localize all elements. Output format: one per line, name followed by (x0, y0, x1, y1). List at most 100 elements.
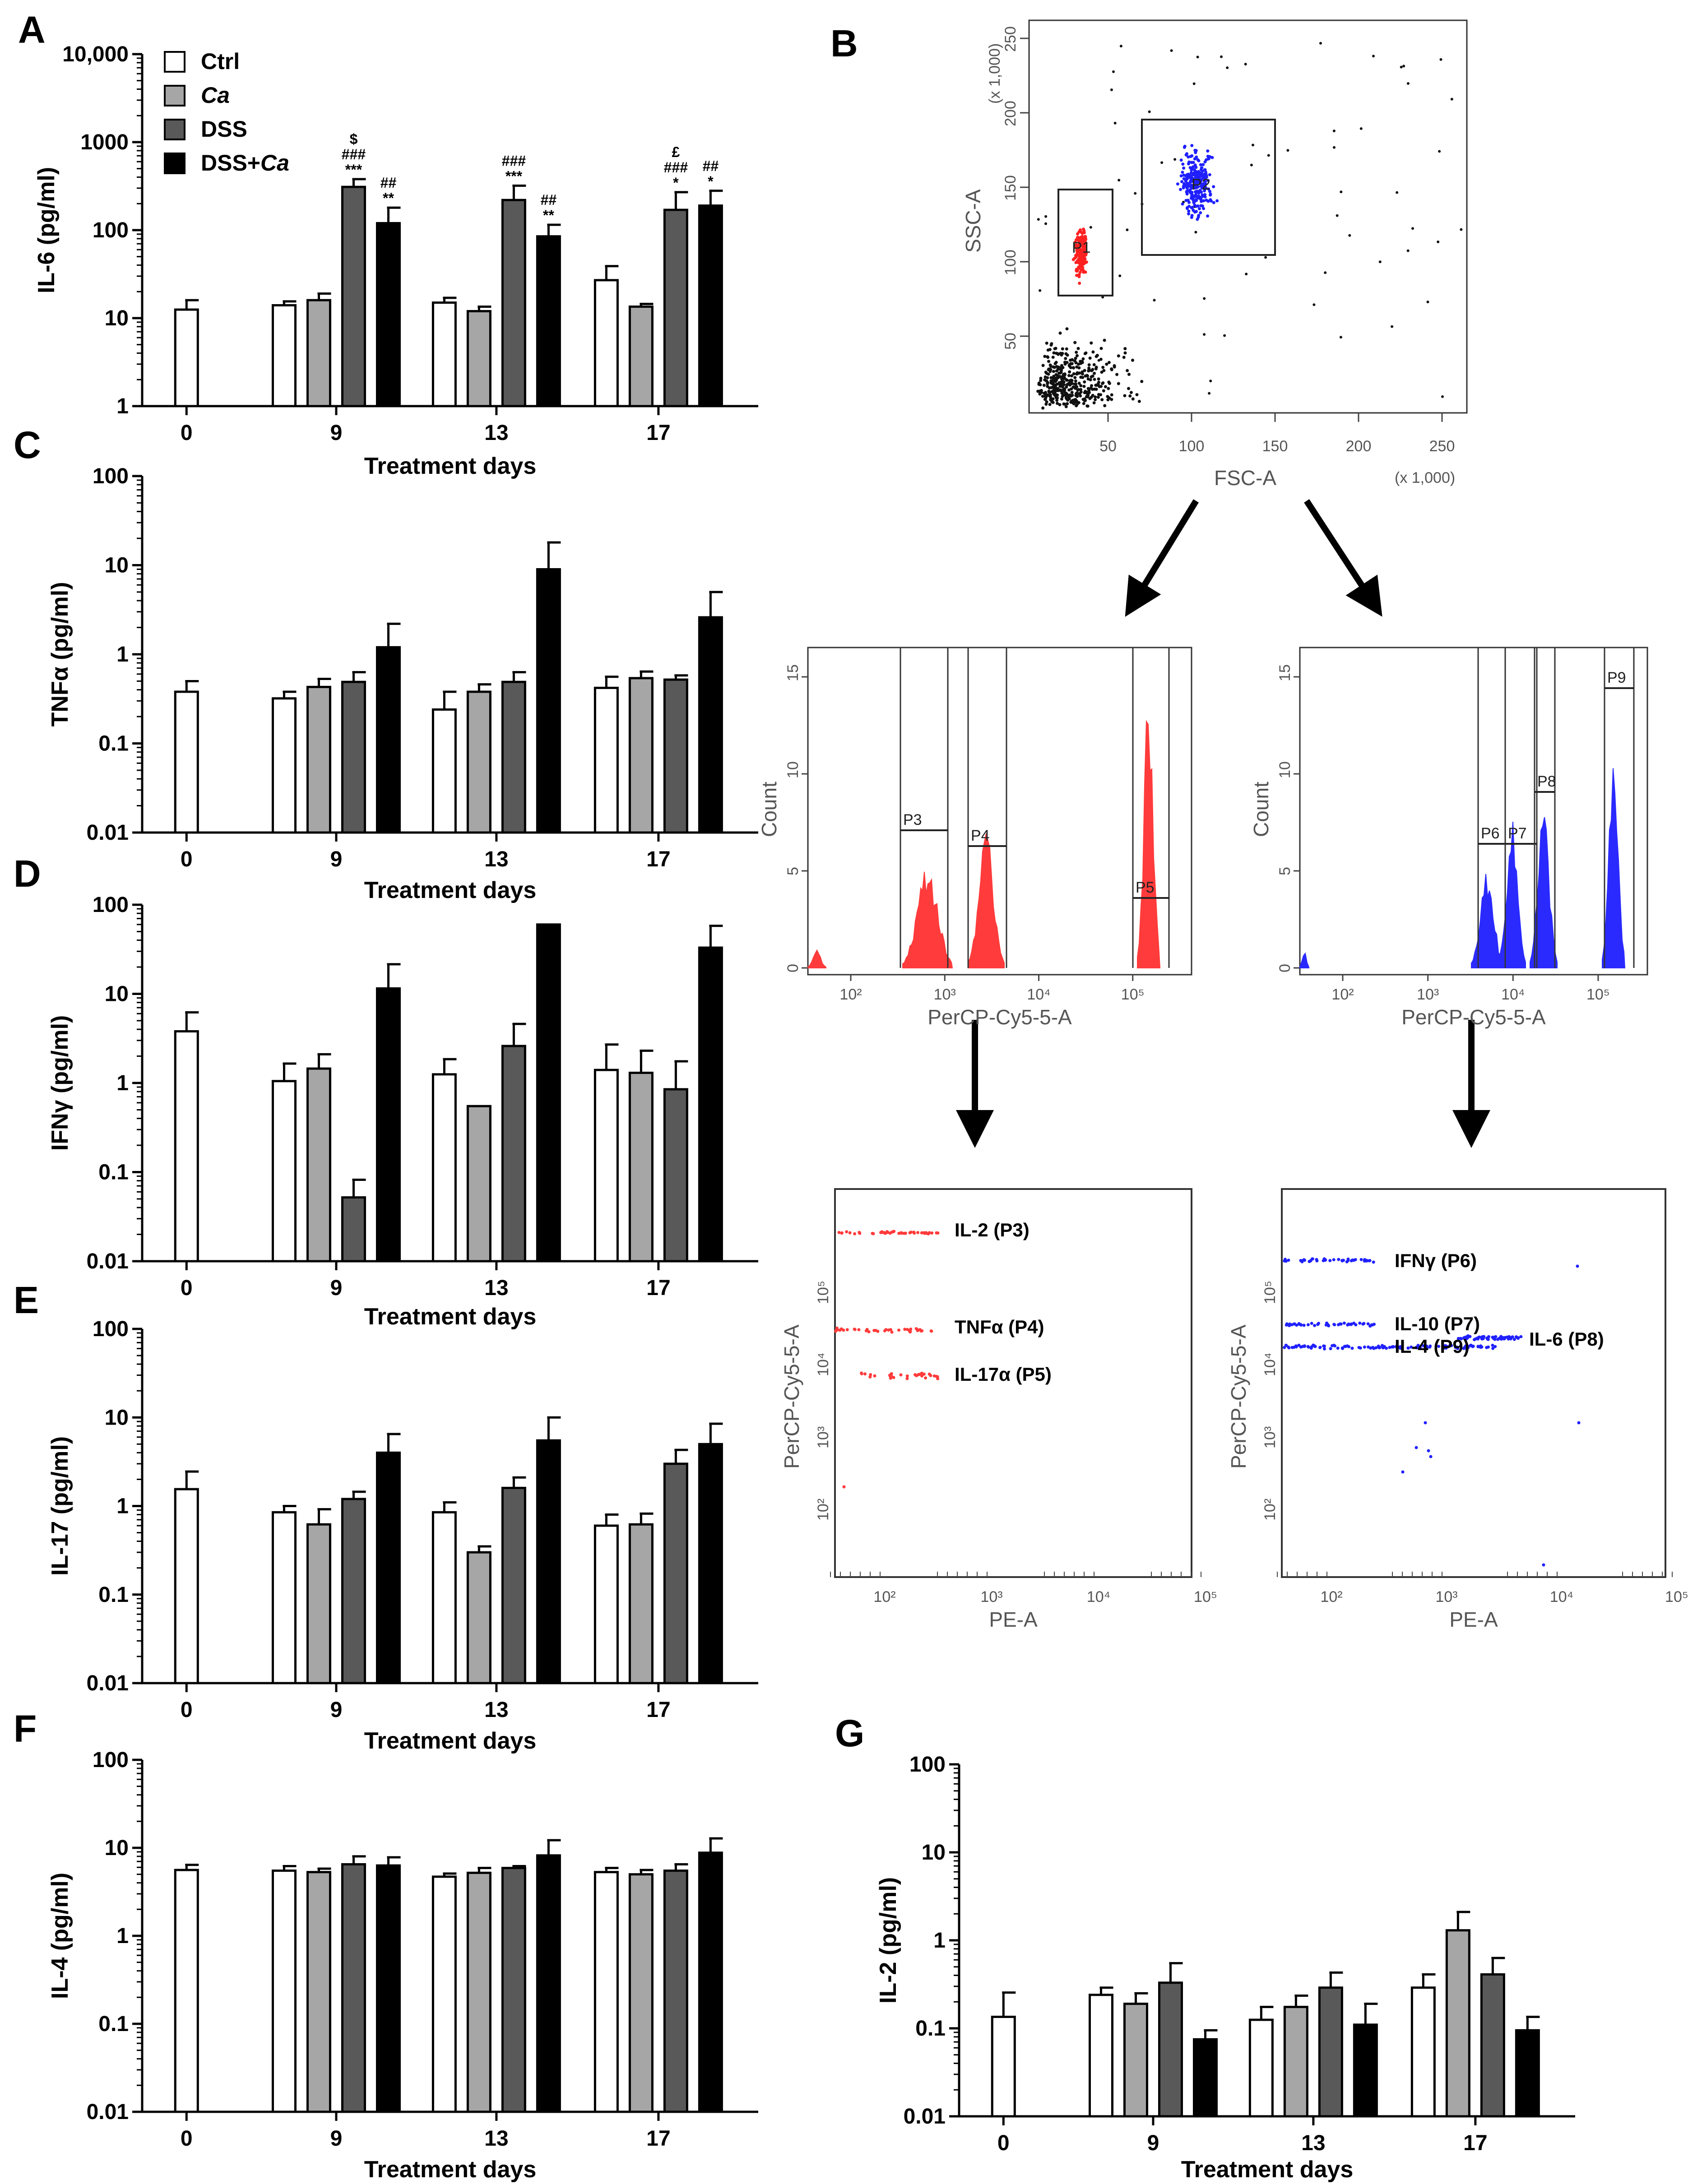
chart-a-bar-dss-ca-day-9 (376, 222, 401, 407)
chart-e-bar-ca-day-13 (466, 1551, 492, 1684)
chart-il4: 0.01 0.1 1 10 100 IL-4 (pg/ml) Treatment days 0… (47, 1748, 758, 2183)
scatter-x-tick-label: 50 (1099, 438, 1117, 455)
scatter-point-debris (1127, 373, 1131, 376)
histogram-left-y-tick-label: 15 (784, 664, 802, 681)
scatter-point-debris (1129, 391, 1133, 394)
chart-c-bar-ctrl-day-9 (271, 697, 297, 834)
chart-c-y-tick-label: 10 (105, 554, 129, 578)
scatter-point-debris (1051, 397, 1055, 401)
chart-g-x-tick-label-day-9: 9 (1147, 2131, 1159, 2155)
scatter-point-debris (1055, 382, 1059, 386)
panel-letter-a: A (18, 9, 46, 51)
scatter-point-p2 (1197, 207, 1201, 210)
scatter-point-p1 (1081, 245, 1084, 248)
scatter-point-debris (1117, 382, 1120, 385)
histogram-left-frame (807, 647, 1192, 976)
dotplot-right-event (1388, 1346, 1391, 1349)
dotplot-left-event (884, 1328, 888, 1332)
chart-d-bar-ctrl-day-17 (594, 1069, 619, 1263)
chart-a-bar-ctrl-day-0 (174, 308, 199, 407)
scatter-y-tick-label: 150 (1002, 175, 1019, 201)
chart-a-bar-ctrl-day-17 (594, 279, 619, 407)
chart-g-y-tick-label: 0.01 (904, 2105, 946, 2128)
scatter-point-debris (1046, 393, 1049, 397)
chart-g-x-tick-label-day-0: 0 (997, 2131, 1010, 2155)
chart-e-x-tick-label-day-17: 17 (646, 1698, 670, 1722)
scatter-point-debris (1090, 384, 1093, 388)
scatter-point-debris (1102, 389, 1105, 393)
scatter-point-sparse (1226, 66, 1229, 69)
chart-d-y-title: IFNγ (pg/ml) (47, 1015, 73, 1151)
dotplot-left-event (835, 1328, 838, 1332)
dotplot-p1: 10² 10² 10³ 10³ 10⁴ 10⁴ 10⁵ 10⁵ PerCP-Cy5-5-A PE-… (780, 1188, 1217, 1631)
dotplot-right-event (1576, 1264, 1579, 1268)
scatter-point-p2 (1187, 209, 1191, 213)
scatter-point-p2 (1188, 188, 1192, 192)
scatter-point-p2 (1203, 176, 1207, 179)
chart-g-bar-dss-ca-day-9 (1192, 2038, 1218, 2118)
scatter-point-debris (1094, 355, 1098, 358)
chart-a-significance-day-9-dss-ca: ## (380, 175, 397, 191)
histogram-right-y-tick-label: 5 (1276, 867, 1294, 875)
dotplot-left-event (876, 1329, 880, 1333)
scatter-point-p2 (1180, 180, 1183, 183)
dotplot-right-event (1424, 1421, 1427, 1425)
dotplot-left-event (887, 1328, 890, 1332)
dotplot-left-event (929, 1374, 932, 1377)
scatter-point-p1 (1074, 245, 1077, 249)
scatter-point-debris (1056, 389, 1060, 393)
chart-d-bar-ca-day-13 (466, 1105, 492, 1263)
chart-c-y-title: TNFα (pg/ml) (47, 582, 73, 727)
scatter-point-p2 (1201, 169, 1204, 173)
scatter-point-sparse (1460, 228, 1463, 231)
scatter-point-debris (1081, 357, 1085, 361)
scatter-point-p1 (1077, 275, 1081, 278)
scatter-point-debris (1091, 368, 1094, 371)
scatter-point-debris (1057, 352, 1060, 356)
scatter-point-p1 (1078, 240, 1082, 243)
dotplot-right-event (1503, 1336, 1507, 1339)
scatter-point-debris (1085, 390, 1089, 394)
scatter-point-p1 (1084, 235, 1087, 239)
histogram-right-contents: 0 5 10 15 10² 10³ 10⁴ 10⁵ Count PerCP-Cy5-5-A P6 P7… (1249, 648, 1635, 1029)
scatter-point-p2 (1196, 217, 1199, 221)
legend-swatch-ctrl (164, 51, 186, 73)
histogram-right-y-tick-label: 0 (1276, 964, 1294, 972)
scatter-point-p2 (1200, 166, 1203, 170)
chart-a-bar-dss-ca-day-17 (698, 204, 723, 407)
dotplot-left-event (845, 1328, 849, 1332)
scatter-point-debris (1045, 400, 1048, 404)
scatter-point-debris (1140, 379, 1144, 383)
dotplot-right-population-label: IFNγ (P6) (1395, 1250, 1477, 1271)
scatter-point-p1 (1075, 238, 1078, 241)
chart-e-y-tick-label: 0.1 (98, 1583, 129, 1607)
scatter-point-p2 (1184, 179, 1187, 183)
scatter-point-p1 (1075, 273, 1078, 277)
dotplot-left-event (915, 1328, 919, 1332)
scatter-point-p2 (1183, 144, 1187, 148)
scatter-point-p1 (1073, 241, 1077, 244)
chart-g-y-tick-label: 1 (933, 1929, 946, 1953)
arrow-to-p1-histogram (1125, 499, 1199, 617)
dotplot-right-event (1471, 1345, 1475, 1348)
scatter-point-p1 (1074, 261, 1078, 264)
histogram-left-y-tick-label: 10 (784, 761, 802, 778)
chart-f-bar-dss-ca-day-13 (536, 1854, 561, 2113)
dotplot-left-event (853, 1232, 857, 1235)
chart-a-bar-ctrl-day-13 (431, 301, 457, 407)
dotplot-left-event (927, 1231, 931, 1235)
dotplot-left-x-tick-label: 10² (873, 1588, 895, 1606)
chart-c-bar-dss-ca-day-9 (376, 646, 401, 834)
panel-letter-c: C (14, 424, 41, 466)
legend: Ctrl Ca DSS DSS+Ca (164, 49, 289, 176)
scatter-point-debris (1068, 370, 1071, 374)
scatter-point-p2 (1191, 173, 1195, 176)
chart-e-bar-ca-day-9 (306, 1523, 331, 1684)
histogram-left-contents: 0 5 10 15 10² 10³ 10⁴ 10⁵ Count PerCP-Cy5-5-A P3 P4… (757, 648, 1170, 1029)
dotplot-right-event (1293, 1322, 1296, 1326)
scatter-point-p2 (1195, 194, 1198, 198)
gate-p2 (1141, 119, 1276, 256)
scatter-point-p2 (1201, 204, 1204, 208)
chart-d-x-tick-label-day-17: 17 (646, 1276, 670, 1300)
scatter-point-p2 (1179, 158, 1183, 162)
